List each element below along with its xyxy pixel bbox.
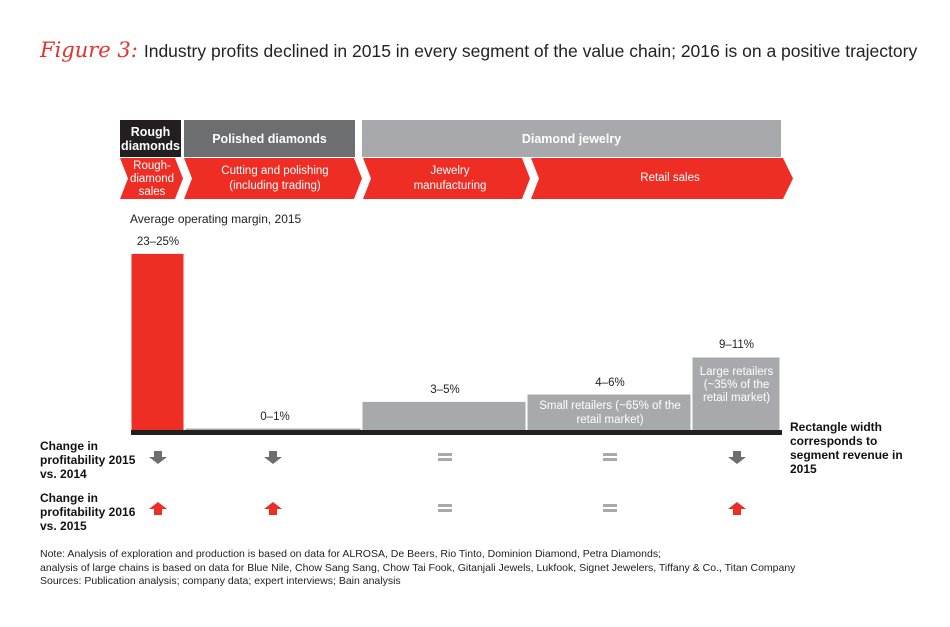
header-label: Diamond jewelry [521,131,622,146]
equals-icon [603,504,617,512]
step-label: Cutting and polishing (including trading… [221,165,329,192]
step-label: Retail sales [640,172,700,184]
header-label: Polished diamonds [212,131,327,146]
row-label-2015: Change in profitability 2015 vs. 2014 [40,439,136,481]
chevron-step [531,158,793,199]
row-label-2016: Change in profitability 2016 vs. 2015 [40,491,136,533]
bars [130,252,781,432]
data-label: 9–11% [719,339,754,351]
baseline [131,430,782,435]
equals-icon [438,504,452,512]
step-label: Jewelry manufacturing [413,165,487,192]
arrow-up-icon [728,502,746,515]
change-icons [149,451,746,515]
equals-icon [603,453,617,461]
arrow-up-icon [264,502,282,515]
notes: Note: Analysis of exploration and produc… [40,548,795,589]
bar-inner-label: Large retailers (~35% of the retail mark… [699,366,774,404]
figure-title: Figure 3: Industry profits declined in 20… [40,38,917,62]
header-diamond-jewelry: Diamond jewelry [362,120,781,157]
note-line: analysis of large chains is based on dat… [40,561,796,574]
arrow-down-icon [264,451,282,464]
header-label: Rough diamonds [120,124,181,153]
bar-rough-diamond-sales [130,252,185,432]
figure-number: Figure 3: [40,38,138,62]
value-chain-chevrons [120,158,793,199]
step-label: Rough-diamond sales [129,160,175,198]
data-label: 4–6% [595,377,625,389]
width-note: Rectangle width corresponds to segment r… [790,420,903,476]
arrow-down-icon [728,451,746,464]
chevron-step [184,158,362,199]
data-label: 3–5% [430,384,460,396]
bar-jewelry-manufacturing [361,400,527,432]
arrow-up-icon [149,502,167,515]
data-label: 0–1% [260,411,290,423]
header-rough-diamonds: Rough diamonds [120,120,181,157]
header-polished-diamonds: Polished diamonds [184,120,355,157]
chevron-step [120,158,183,199]
arrow-down-icon [149,451,167,464]
chart-subtitle: Average operating margin, 2015 [130,212,302,226]
data-label: 23–25% [136,236,180,248]
note-line: Note: Analysis of exploration and produc… [40,548,661,560]
equals-icon [438,453,452,461]
chevron-step [363,158,530,199]
bar-inner-label: Small retailers (~65% of the retail mark… [539,400,681,426]
bar-small-retailers [526,393,692,432]
title-text: Industry profits declined in 2015 in eve… [143,41,918,61]
note-line: Sources: Publication analysis; company d… [40,575,401,587]
